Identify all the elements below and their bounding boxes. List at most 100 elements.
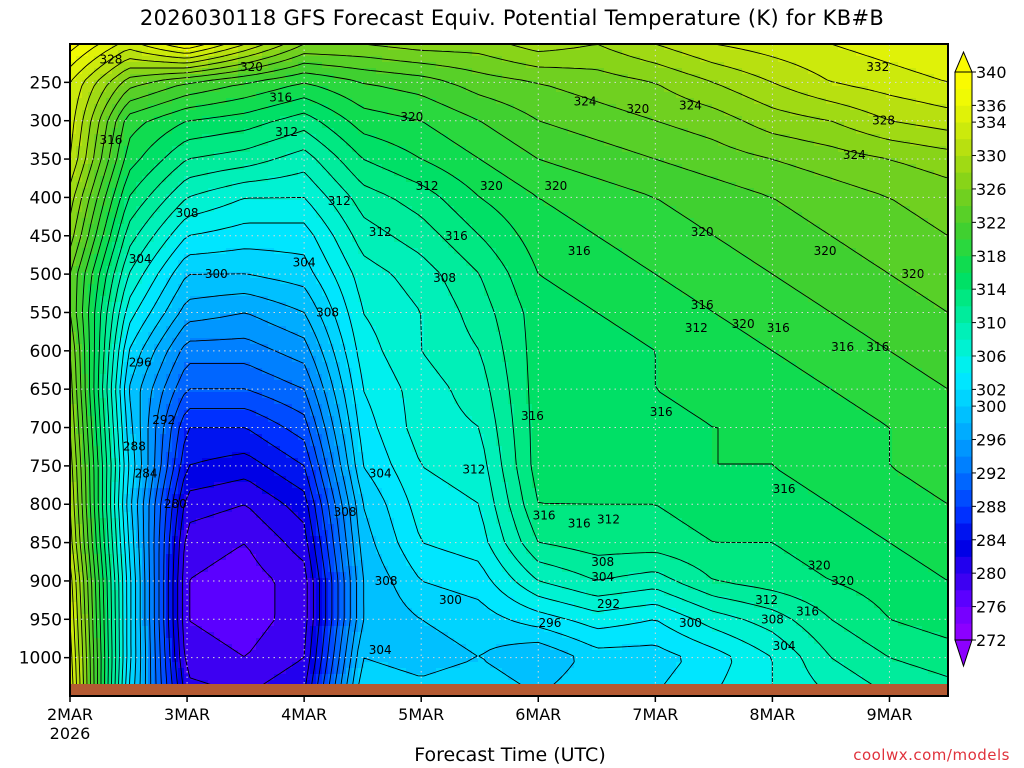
field-cell bbox=[202, 674, 209, 681]
field-cell bbox=[82, 596, 89, 603]
field-cell bbox=[316, 524, 323, 531]
field-cell bbox=[268, 308, 275, 315]
field-cell bbox=[280, 506, 287, 513]
field-cell bbox=[238, 200, 245, 207]
field-cell bbox=[214, 566, 221, 573]
field-cell bbox=[292, 314, 299, 321]
field-cell bbox=[88, 596, 95, 603]
field-cell bbox=[238, 644, 245, 651]
field-cell bbox=[172, 326, 179, 333]
field-cell bbox=[268, 80, 275, 87]
field-cell bbox=[190, 146, 197, 153]
field-cell bbox=[262, 134, 269, 141]
field-cell bbox=[262, 470, 269, 477]
field-cell bbox=[190, 116, 197, 123]
field-cell bbox=[100, 620, 107, 627]
field-cell bbox=[178, 272, 185, 279]
field-cell bbox=[292, 632, 299, 639]
field-cell bbox=[316, 272, 323, 279]
field-cell bbox=[214, 344, 221, 351]
field-cell bbox=[142, 392, 149, 399]
field-cell bbox=[190, 230, 197, 237]
field-cell bbox=[256, 350, 263, 357]
field-cell bbox=[256, 662, 263, 669]
field-cell bbox=[256, 176, 263, 183]
field-cell bbox=[232, 446, 239, 453]
field-cell bbox=[94, 386, 101, 393]
field-cell bbox=[226, 464, 233, 471]
field-cell bbox=[298, 272, 305, 279]
field-cell bbox=[238, 656, 245, 663]
field-cell bbox=[172, 548, 179, 555]
field-cell bbox=[172, 116, 179, 123]
field-cell bbox=[208, 590, 215, 597]
field-cell bbox=[328, 122, 335, 129]
field-cell bbox=[220, 194, 227, 201]
field-cell bbox=[292, 344, 299, 351]
field-cell bbox=[232, 302, 239, 309]
field-cell bbox=[130, 224, 137, 231]
field-cell bbox=[82, 218, 89, 225]
field-cell bbox=[106, 146, 113, 153]
field-cell bbox=[178, 338, 185, 345]
field-cell bbox=[196, 494, 203, 501]
field-cell bbox=[208, 440, 215, 447]
field-cell bbox=[286, 470, 293, 477]
field-cell bbox=[166, 452, 173, 459]
field-cell bbox=[232, 566, 239, 573]
field-cell bbox=[238, 620, 245, 627]
field-cell bbox=[136, 374, 143, 381]
field-cell bbox=[190, 266, 197, 273]
field-cell bbox=[178, 116, 185, 123]
field-cell bbox=[142, 128, 149, 135]
field-cell bbox=[316, 206, 323, 213]
field-cell bbox=[196, 452, 203, 459]
field-cell bbox=[202, 410, 209, 417]
field-cell bbox=[304, 206, 311, 213]
field-cell bbox=[340, 74, 347, 81]
field-cell bbox=[220, 596, 227, 603]
field-cell bbox=[322, 338, 329, 345]
field-cell bbox=[244, 320, 251, 327]
field-cell bbox=[190, 416, 197, 423]
field-cell bbox=[196, 272, 203, 279]
field-cell bbox=[82, 134, 89, 141]
field-cell bbox=[202, 344, 209, 351]
field-cell bbox=[334, 80, 341, 87]
field-cell bbox=[100, 458, 107, 465]
field-cell bbox=[250, 404, 257, 411]
field-cell bbox=[316, 170, 323, 177]
field-cell bbox=[232, 518, 239, 525]
field-cell bbox=[334, 338, 341, 345]
field-cell bbox=[328, 362, 335, 369]
field-cell bbox=[244, 446, 251, 453]
field-cell bbox=[154, 356, 161, 363]
field-cell bbox=[280, 632, 287, 639]
field-cell bbox=[298, 638, 305, 645]
field-cell bbox=[232, 188, 239, 195]
field-cell bbox=[322, 266, 329, 273]
field-cell bbox=[310, 278, 317, 285]
field-cell bbox=[232, 482, 239, 489]
field-cell bbox=[196, 74, 203, 81]
field-cell bbox=[280, 458, 287, 465]
field-cell bbox=[280, 584, 287, 591]
field-cell bbox=[202, 140, 209, 147]
field-cell bbox=[160, 650, 167, 657]
field-cell bbox=[160, 326, 167, 333]
field-cell bbox=[184, 260, 191, 267]
field-cell bbox=[208, 362, 215, 369]
field-cell bbox=[280, 296, 287, 303]
field-cell bbox=[334, 380, 341, 387]
field-cell bbox=[274, 290, 281, 297]
field-cell bbox=[214, 368, 221, 375]
field-cell bbox=[100, 416, 107, 423]
field-cell bbox=[214, 476, 221, 483]
field-cell bbox=[220, 488, 227, 495]
field-cell bbox=[220, 296, 227, 303]
field-cell bbox=[166, 224, 173, 231]
field-cell bbox=[190, 314, 197, 321]
field-cell bbox=[202, 416, 209, 423]
field-cell bbox=[214, 392, 221, 399]
field-cell bbox=[286, 266, 293, 273]
